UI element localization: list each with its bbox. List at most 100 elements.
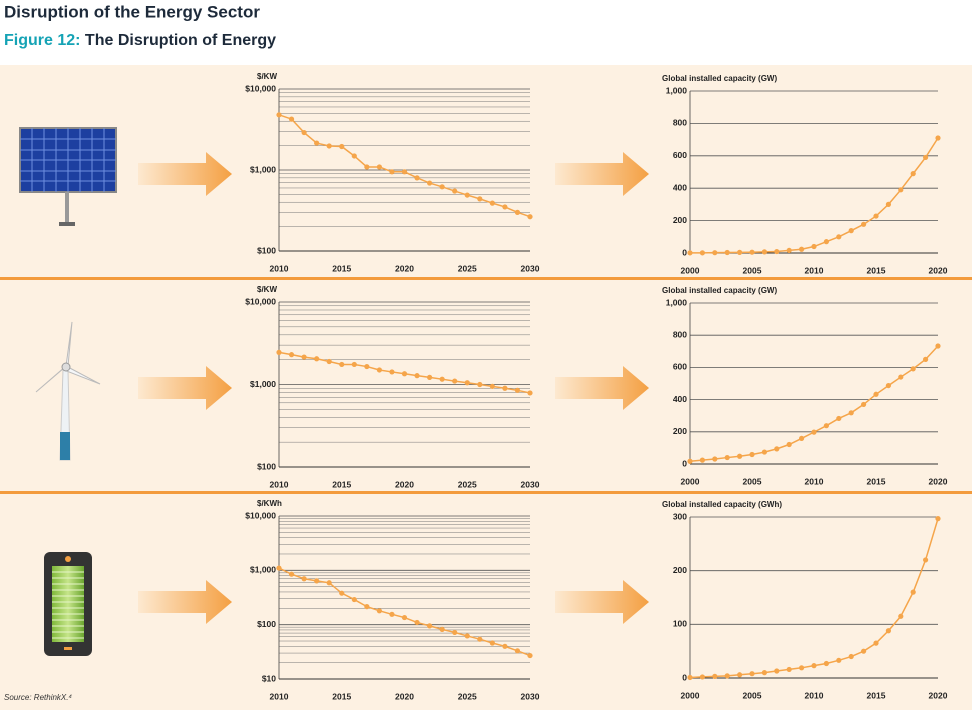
y-tick-label: 200 [673, 426, 687, 436]
battery-icon [44, 552, 92, 656]
data-point [339, 361, 345, 368]
y-tick-label: 600 [673, 150, 687, 160]
data-point [414, 619, 420, 626]
arrows [138, 152, 649, 624]
data-point [276, 565, 282, 571]
data-point [885, 201, 892, 207]
data-point [439, 376, 445, 382]
data-point [761, 670, 768, 676]
data-point [861, 401, 867, 408]
y-tick-label: $1,000 [250, 379, 276, 389]
y-tick-label: $10 [262, 673, 276, 683]
data-point [799, 435, 805, 442]
data-point [898, 187, 904, 193]
data-point [724, 673, 730, 679]
data-point [724, 454, 730, 461]
data-point [414, 175, 420, 181]
data-point [502, 204, 508, 210]
x-tick-label: 2030 [521, 263, 540, 273]
page-title: Disruption of the Energy Sector [4, 2, 260, 21]
x-tick-label: 2000 [681, 476, 700, 486]
y-axis-label: Global installed capacity (GW) [662, 74, 777, 83]
data-point [489, 640, 495, 646]
data-point [699, 250, 706, 256]
data-point [749, 671, 755, 677]
data-point [339, 590, 345, 596]
x-tick-label: 2005 [743, 265, 762, 275]
data-point [848, 653, 854, 660]
data-point [464, 192, 470, 198]
figure-title: Figure 12: The Disruption of Energy [4, 32, 276, 49]
x-tick-label: 2010 [805, 265, 824, 275]
data-point [799, 246, 805, 252]
data-point [401, 371, 408, 377]
data-point [786, 441, 792, 448]
data-point [923, 557, 929, 563]
data-point [502, 385, 508, 391]
data-point [836, 415, 842, 422]
data-point [314, 578, 320, 584]
data-point [326, 580, 332, 586]
data-point [464, 380, 470, 386]
x-tick-label: 2020 [929, 690, 948, 700]
data-point [774, 668, 780, 674]
data-point [811, 429, 817, 435]
x-tick-label: 2015 [332, 263, 351, 273]
data-point [749, 451, 755, 458]
data-point [351, 361, 357, 368]
solar-icon [19, 127, 117, 226]
data-point [873, 391, 879, 397]
data-point [527, 652, 533, 659]
data-point [885, 382, 892, 389]
data-point [514, 387, 521, 393]
data-point [514, 648, 521, 654]
y-axis-label: $/KW [257, 72, 277, 81]
data-point [699, 457, 706, 463]
data-point [910, 171, 916, 177]
data-point [898, 374, 904, 380]
y-axis-label: $/KWh [257, 499, 282, 508]
y-tick-label: 0 [682, 247, 687, 257]
figure-label: Figure 12: [4, 32, 80, 49]
data-point [439, 184, 445, 190]
data-point [823, 660, 830, 667]
data-point [761, 449, 768, 455]
data-point [861, 221, 867, 227]
data-point [774, 446, 780, 452]
data-point [452, 629, 458, 636]
data-point [885, 628, 892, 634]
x-tick-label: 2015 [332, 691, 351, 701]
data-point [502, 643, 508, 649]
x-tick-label: 2005 [743, 476, 762, 486]
y-tick-label: $10,000 [245, 510, 276, 520]
y-tick-label: $100 [257, 619, 276, 629]
y-tick-label: $100 [257, 461, 276, 471]
data-point [737, 249, 743, 255]
data-point [935, 135, 941, 141]
x-tick-label: 2000 [681, 690, 700, 700]
data-point [427, 374, 433, 380]
y-tick-label: 200 [673, 215, 687, 225]
data-point [389, 369, 395, 375]
data-point [339, 143, 345, 150]
x-tick-label: 2025 [458, 263, 477, 273]
wind-icon [35, 321, 101, 461]
data-point [923, 154, 929, 161]
data-point [314, 140, 320, 146]
data-point [301, 576, 307, 582]
data-point [873, 213, 879, 219]
data-point [687, 458, 693, 464]
x-tick-label: 2005 [743, 690, 762, 700]
x-tick-label: 2010 [270, 263, 289, 273]
data-point [786, 247, 792, 254]
data-point [923, 356, 929, 362]
data-point [376, 164, 382, 170]
x-tick-label: 2010 [805, 690, 824, 700]
data-point [288, 352, 295, 358]
data-point [364, 604, 370, 610]
data-point [774, 248, 780, 255]
data-point [786, 666, 792, 673]
y-tick-label: 600 [673, 362, 687, 372]
x-tick-label: 2010 [270, 691, 289, 701]
y-tick-label: $1,000 [250, 565, 276, 575]
